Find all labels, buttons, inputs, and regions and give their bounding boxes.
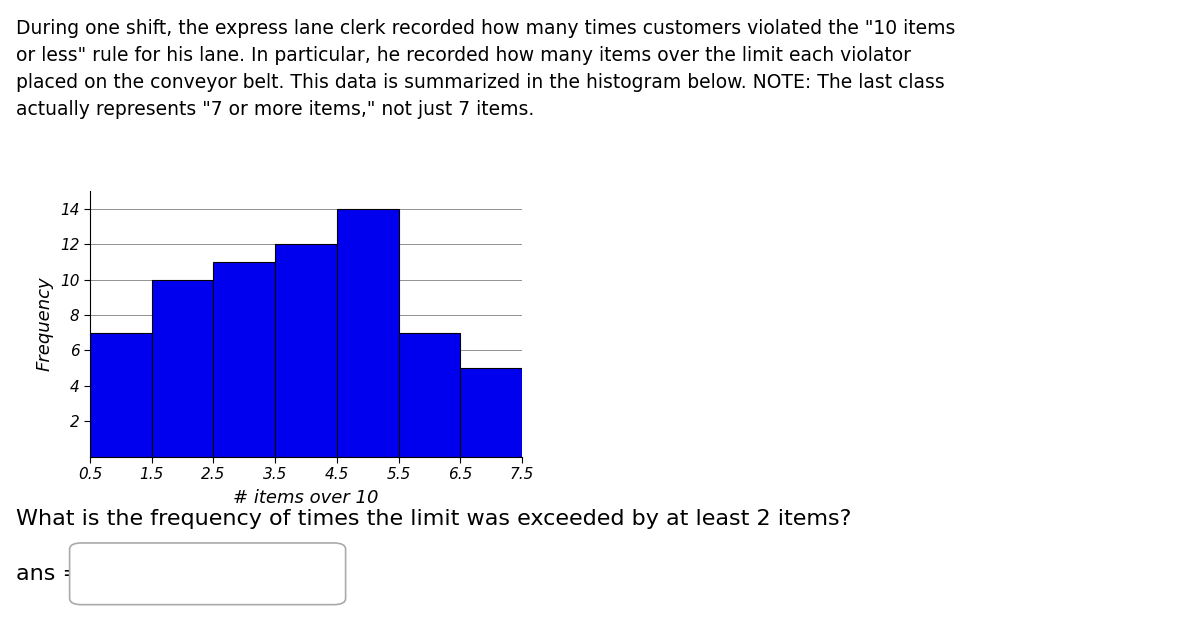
Bar [337,209,398,457]
Text: ans =: ans = [16,564,80,584]
Bar [275,244,337,457]
Bar [90,333,151,457]
X-axis label: # items over 10: # items over 10 [233,489,379,507]
Bar [461,368,522,457]
Bar [214,262,275,457]
Bar [151,280,214,457]
Y-axis label: Frequency: Frequency [35,276,53,371]
Text: During one shift, the express lane clerk recorded how many times customers viola: During one shift, the express lane clerk… [16,19,955,119]
Bar [398,333,461,457]
Text: What is the frequency of times the limit was exceeded by at least 2 items?: What is the frequency of times the limit… [16,509,851,529]
